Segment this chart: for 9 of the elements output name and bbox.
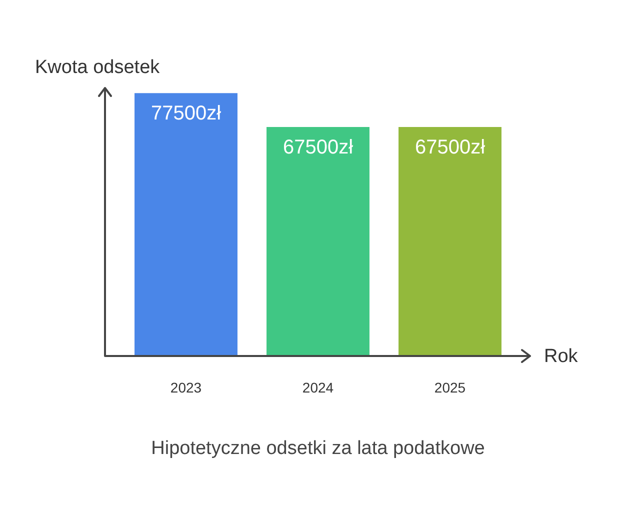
- data-label: 67500zł: [414, 136, 486, 159]
- data-label: 77500zł: [150, 102, 222, 125]
- x-axis-title: Rok: [544, 346, 578, 368]
- x-tick-label: 2025: [434, 379, 466, 396]
- x-tick-label: 2024: [302, 379, 334, 396]
- text: Hipotetyczne odsetki za lata podatkowe: [151, 438, 485, 460]
- y-axis-title: Kwota odsetek: [35, 57, 160, 78]
- data-label: 67500zł: [282, 136, 354, 159]
- x-tick-label: 2023: [170, 379, 202, 396]
